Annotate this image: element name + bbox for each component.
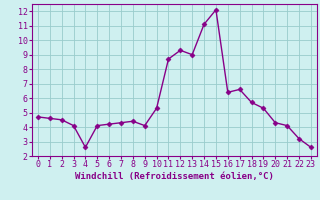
X-axis label: Windchill (Refroidissement éolien,°C): Windchill (Refroidissement éolien,°C) bbox=[75, 172, 274, 181]
